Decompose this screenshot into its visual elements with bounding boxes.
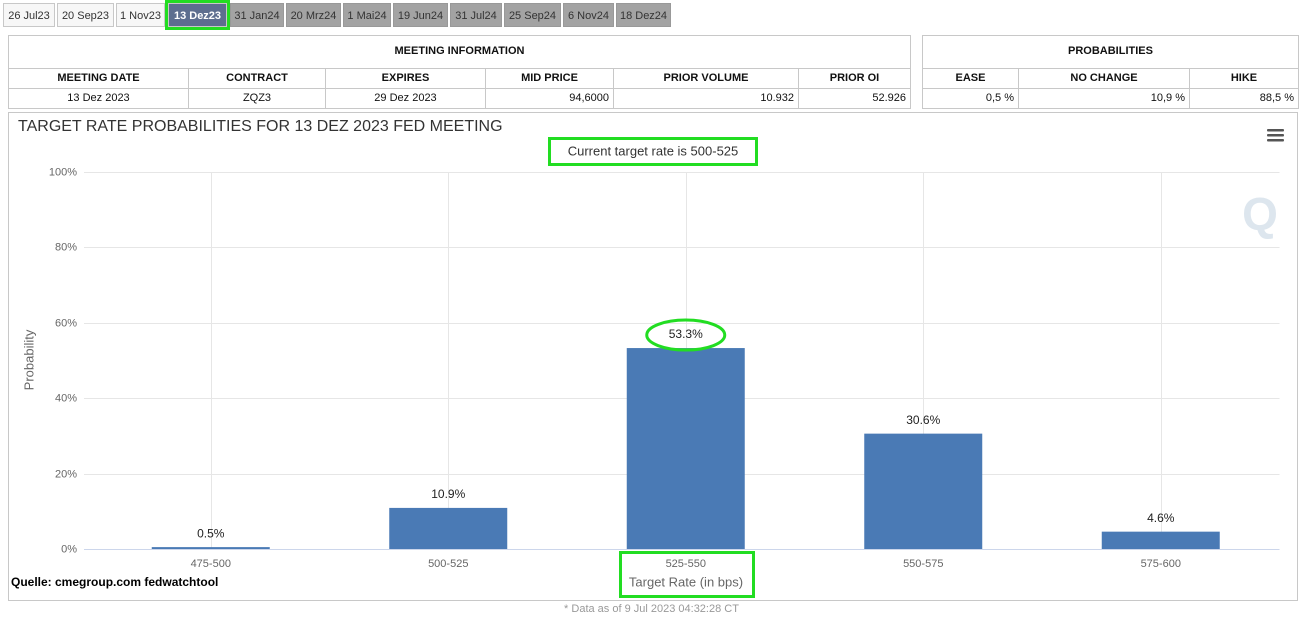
y-tick-label: 20% — [55, 468, 77, 480]
y-tick-label: 0% — [61, 543, 77, 555]
x-tick-label: 525-550 — [666, 558, 706, 570]
date-tab[interactable]: 19 Jun24 — [393, 3, 448, 27]
table-cell: ZQZ3 — [188, 88, 325, 108]
date-tab[interactable]: 26 Jul23 — [3, 3, 55, 27]
column-header: EASE — [923, 68, 1018, 88]
date-tab[interactable]: 31 Jul24 — [450, 3, 502, 27]
chart-subtitle: Current target rate is 500-525 — [568, 143, 739, 158]
table-title: PROBABILITIES — [1068, 45, 1153, 57]
x-tick-label: 550-575 — [903, 558, 943, 570]
column-header: NO CHANGE — [1018, 68, 1189, 88]
bar — [864, 433, 983, 549]
table-cell: 13 Dez 2023 — [9, 88, 188, 108]
table-cell: 52.926 — [798, 88, 910, 108]
table-cell: 94,6000 — [485, 88, 613, 108]
date-tab[interactable]: 13 Dez23 — [165, 0, 230, 30]
menu-icon[interactable] — [1267, 129, 1284, 142]
y-tick-label: 40% — [55, 392, 77, 404]
data-label: 0.5% — [197, 526, 225, 540]
column-header: MEETING DATE — [9, 68, 188, 88]
highlight-ellipse — [645, 318, 727, 352]
data-label: 53.3% — [669, 327, 703, 341]
date-tab[interactable]: 18 Dez24 — [616, 3, 671, 27]
highlight-box — [548, 137, 758, 166]
date-tab[interactable]: 31 Jan24 — [230, 3, 284, 27]
column-header: PRIOR OI — [798, 68, 910, 88]
table-cell: 0,5 % — [923, 88, 1018, 108]
data-label: 4.6% — [1147, 511, 1175, 525]
probabilities-table: PROBABILITIES EASE 0,5 % NO CHANGE 10,9 % HIK… — [922, 35, 1299, 109]
x-tick-label: 575-600 — [1141, 558, 1181, 570]
source-annotation: Quelle: cmegroup.com fedwatchtool — [11, 575, 218, 589]
footer-note: * Data as of 9 Jul 2023 04:32:28 CT — [564, 603, 739, 615]
column-header: CONTRACT — [188, 68, 325, 88]
table-cell: 10.932 — [613, 88, 798, 108]
column-header: MID PRICE — [485, 68, 613, 88]
chart-title: TARGET RATE PROBABILITIES FOR 13 DEZ 202… — [18, 118, 503, 135]
column-header: HIKE — [1189, 68, 1298, 88]
bar — [1101, 531, 1220, 549]
date-tab[interactable]: 20 Sep23 — [57, 3, 114, 27]
table-title: MEETING INFORMATION — [394, 45, 525, 57]
date-tab[interactable]: 20 Mrz24 — [286, 3, 341, 27]
bar — [151, 547, 270, 549]
table-cell: 29 Dez 2023 — [325, 88, 485, 108]
y-axis-title: Probability — [21, 329, 36, 390]
y-tick-label: 100% — [49, 166, 77, 178]
table-cell: 10,9 % — [1018, 88, 1189, 108]
y-tick-label: 80% — [55, 241, 77, 253]
meeting-info-table: MEETING INFORMATION MEETING DATE 13 Dez 20… — [8, 35, 911, 109]
chart: Q TARGET RATE PROBABILITIES FOR 13 DEZ 2… — [8, 112, 1298, 601]
date-tab[interactable]: 25 Sep24 — [504, 3, 561, 27]
y-tick-label: 60% — [55, 317, 77, 329]
x-tick-label: 475-500 — [191, 558, 231, 570]
x-tick-label: 500-525 — [428, 558, 468, 570]
data-label: 30.6% — [906, 413, 940, 427]
column-header: PRIOR VOLUME — [613, 68, 798, 88]
bar — [389, 507, 508, 549]
bar — [626, 348, 745, 549]
table-cell: 88,5 % — [1189, 88, 1298, 108]
x-axis-title: Target Rate (in bps) — [629, 574, 743, 589]
date-tab[interactable]: 1 Nov23 — [116, 3, 165, 27]
data-label: 10.9% — [431, 487, 465, 501]
watermark: Q — [1242, 188, 1278, 240]
column-header: EXPIRES — [325, 68, 485, 88]
date-tab[interactable]: 6 Nov24 — [563, 3, 614, 27]
highlight-box — [619, 551, 755, 598]
date-tab[interactable]: 1 Mai24 — [343, 3, 391, 27]
